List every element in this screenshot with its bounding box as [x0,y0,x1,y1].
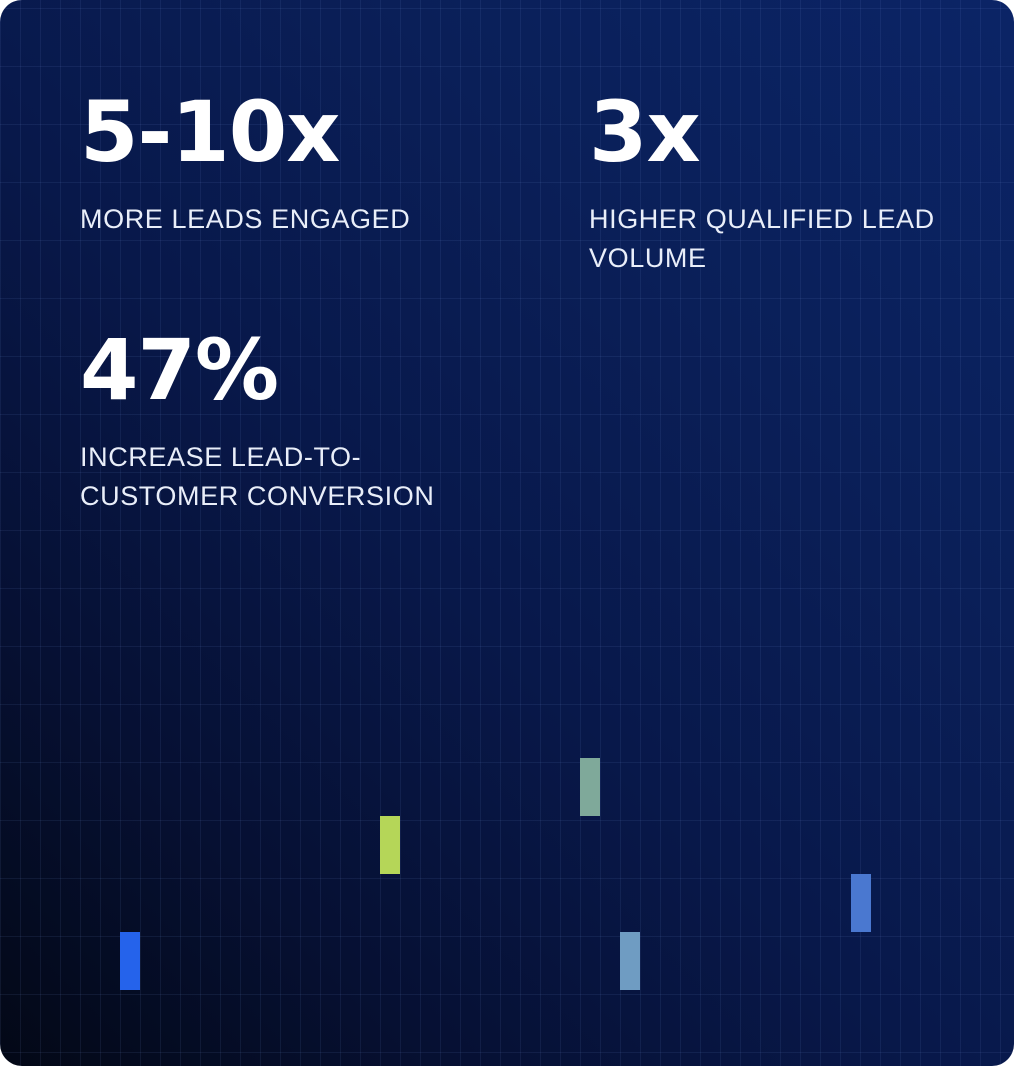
stat-label: MORE LEADS ENGAGED [80,204,411,234]
stat-label: INCREASE LEAD-TO-CUSTOMER CONVERSION [80,442,435,511]
decorative-steel-block [620,932,640,990]
decorative-sage-block [580,758,600,816]
decorative-periwinkle-block [851,874,871,932]
stat-value: 47% [80,321,279,419]
stat-qualified-lead-volume: 3x HIGHER QUALIFIED LEAD VOLUME [589,90,969,278]
decorative-lime-block [380,816,400,874]
decorative-blue-block [120,932,140,990]
stat-value: 3x [589,83,701,181]
stat-leads-engaged: 5-10x MORE LEADS ENGAGED [80,90,500,239]
stat-conversion-increase: 47% INCREASE LEAD-TO-CUSTOMER CONVERSION [80,328,480,516]
stat-label: HIGHER QUALIFIED LEAD VOLUME [589,204,935,273]
stat-value: 5-10x [80,83,340,181]
